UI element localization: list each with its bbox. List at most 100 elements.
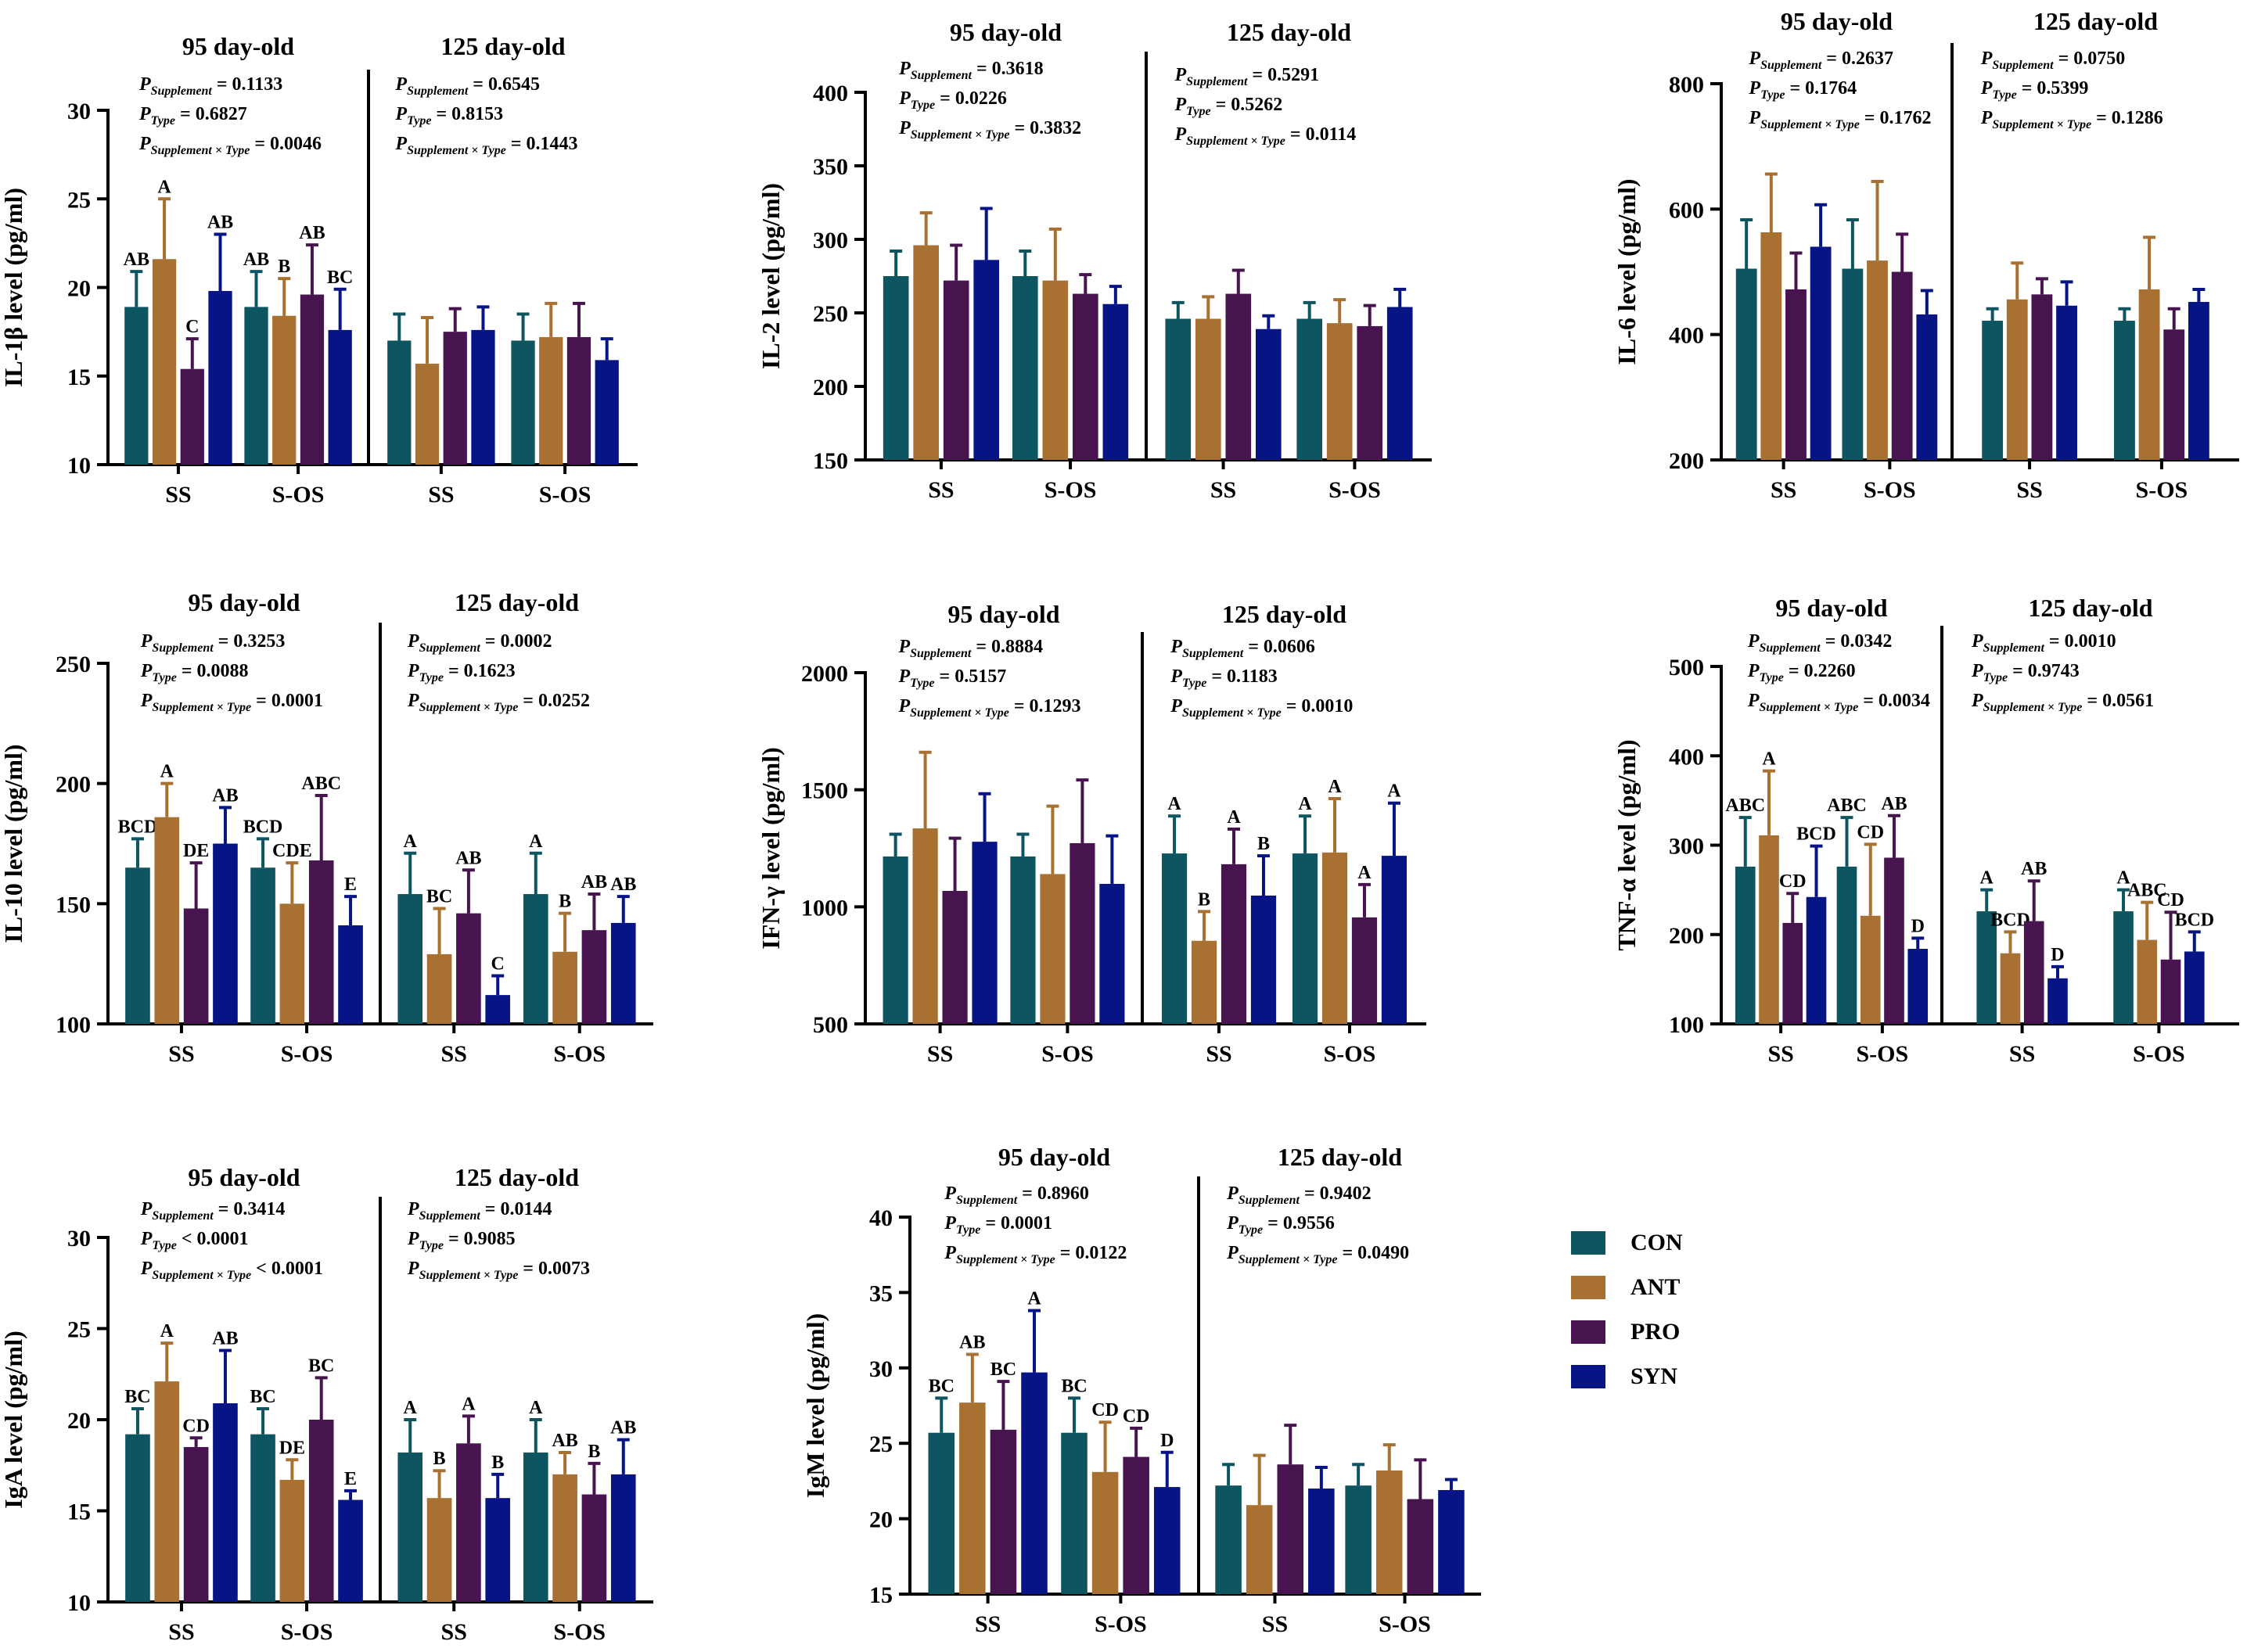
stat-line: PSupplement × Type = 0.0010	[1170, 696, 1353, 720]
stat-subscript: Type	[1983, 671, 2008, 684]
bar-syn	[1250, 895, 1277, 1024]
y-axis-title: IL-10 level (pg/ml)	[0, 744, 27, 943]
y-tick-label: 10	[67, 453, 91, 479]
significance-letter: CD	[1091, 1400, 1119, 1420]
significance-letter: A	[1167, 794, 1181, 814]
period-title: 125 day-old	[1278, 1143, 1402, 1171]
legend-item-pro: PRO	[1571, 1309, 1683, 1354]
significance-letter: D	[1911, 916, 1925, 936]
stat-p: P	[1980, 78, 1993, 99]
stat-p: P	[1174, 95, 1187, 115]
stat-line: PSupplement = 0.6545	[394, 74, 540, 98]
stat-subscript: Supplement × Type	[1983, 701, 2083, 714]
legend-swatch-ant	[1571, 1275, 1605, 1299]
stat-subscript: Supplement × Type	[152, 701, 251, 714]
bar-con	[397, 1452, 423, 1602]
significance-letter: DE	[183, 841, 209, 861]
stat-line: PSupplement × Type = 0.0490	[1226, 1243, 1409, 1266]
stat-p: P	[1748, 78, 1760, 99]
stat-p: P	[407, 661, 419, 681]
bar-con	[244, 307, 268, 465]
bar-syn	[485, 995, 511, 1024]
stat-value: = 0.9556	[1263, 1213, 1335, 1234]
significance-letter: A	[1027, 1289, 1041, 1309]
bar-syn	[1099, 883, 1125, 1024]
y-tick-label: 2000	[801, 661, 848, 687]
period-title: 125 day-old	[1227, 18, 1351, 46]
stat-line: PType = 0.1183	[1170, 666, 1277, 690]
stat-value: = 0.0114	[1285, 124, 1356, 145]
panel-il6: 200 400 600 800 IL-6 level (pg/ml) SS S-OS SS S-…	[1612, 7, 2239, 503]
stat-line: PType = 0.5157	[897, 666, 1006, 690]
bar-ant	[1860, 915, 1881, 1024]
bar-ant	[912, 828, 938, 1024]
y-tick-label: 1000	[801, 895, 848, 921]
stat-value: = 0.1183	[1206, 666, 1277, 687]
bar-con	[124, 307, 149, 465]
y-tick-label: 15	[67, 1499, 91, 1525]
significance-letter: AB	[2021, 859, 2047, 879]
bar-pro	[1891, 271, 1913, 460]
bar-syn	[1810, 246, 1832, 460]
stat-value: = 0.5291	[1247, 65, 1319, 85]
stat-subscript: Supplement × Type	[1992, 118, 2091, 131]
stat-value: = 0.0046	[250, 134, 322, 154]
stat-p: P	[140, 1259, 153, 1279]
stat-line: PSupplement × Type = 0.0114	[1174, 124, 1357, 148]
stat-subscript: Type	[419, 1239, 444, 1252]
stat-line: PType = 0.0088	[140, 661, 249, 684]
stat-value: = 0.0001	[251, 691, 323, 711]
y-axis-title: IL-1β level (pg/ml)	[0, 188, 27, 387]
stat-subscript: Type	[407, 114, 431, 127]
bar-ant	[1191, 940, 1217, 1024]
stat-value: = 0.0122	[1055, 1243, 1127, 1263]
stat-p: P	[138, 134, 151, 154]
bar-ant	[272, 315, 297, 465]
stat-value: = 0.5399	[2017, 78, 2089, 99]
bar-syn	[1153, 1487, 1181, 1594]
stat-value: = 0.9743	[2008, 661, 2080, 681]
stat-subscript: Type	[152, 1239, 176, 1252]
y-tick-label: 15	[67, 365, 91, 390]
stat-value: = 0.0750	[2054, 48, 2126, 69]
stat-subscript: Type	[956, 1223, 980, 1237]
bar-pro	[1785, 289, 1807, 460]
y-axis-title: IFN-γ level (pg/ml)	[757, 747, 785, 949]
stat-p: P	[1980, 48, 1993, 69]
bar-ant	[1375, 1470, 1403, 1594]
bar-syn	[595, 360, 619, 465]
x-group-label: S-OS	[272, 482, 325, 508]
significance-letter: BCD	[2174, 910, 2214, 930]
significance-letter: BC	[426, 886, 452, 907]
significance-letter: BCD	[118, 817, 158, 837]
significance-letter: AB	[207, 213, 233, 233]
significance-letter: BC	[1061, 1376, 1087, 1396]
significance-letter: AB	[1881, 794, 1907, 814]
bar-pro	[2160, 959, 2181, 1024]
bar-pro	[183, 908, 209, 1024]
panel-il10: 100 150 200 250 IL-10 level (pg/ml) SS BCD A DE A…	[0, 588, 653, 1067]
bar-con	[397, 894, 423, 1024]
stat-p: P	[407, 1259, 419, 1279]
bar-con	[1735, 268, 1757, 460]
stat-p: P	[1971, 661, 1983, 681]
y-axis-title: IgM level (pg/ml)	[801, 1313, 829, 1498]
stat-value: = 0.9085	[444, 1229, 516, 1249]
stat-subscript: Supplement × Type	[1182, 706, 1282, 720]
x-group-label: S-OS	[1044, 477, 1097, 503]
stat-subscript: Supplement	[151, 84, 213, 98]
bar-ant	[426, 1498, 452, 1602]
stat-value: = 0.0073	[518, 1259, 590, 1279]
y-tick-label: 100	[56, 1012, 91, 1038]
bar-con	[523, 894, 548, 1024]
bar-pro	[456, 1443, 481, 1602]
stat-line: PSupplement × Type = 0.1293	[897, 696, 1080, 720]
significance-letter: AB	[299, 223, 325, 243]
y-tick-label: 200	[1669, 923, 1704, 949]
stat-line: PType = 0.1764	[1748, 78, 1857, 102]
y-tick-label: 10	[67, 1590, 91, 1616]
stat-line: PType = 0.9085	[407, 1229, 516, 1252]
stat-line: PSupplement = 0.8960	[944, 1183, 1089, 1207]
x-group-label: SS	[428, 482, 454, 508]
